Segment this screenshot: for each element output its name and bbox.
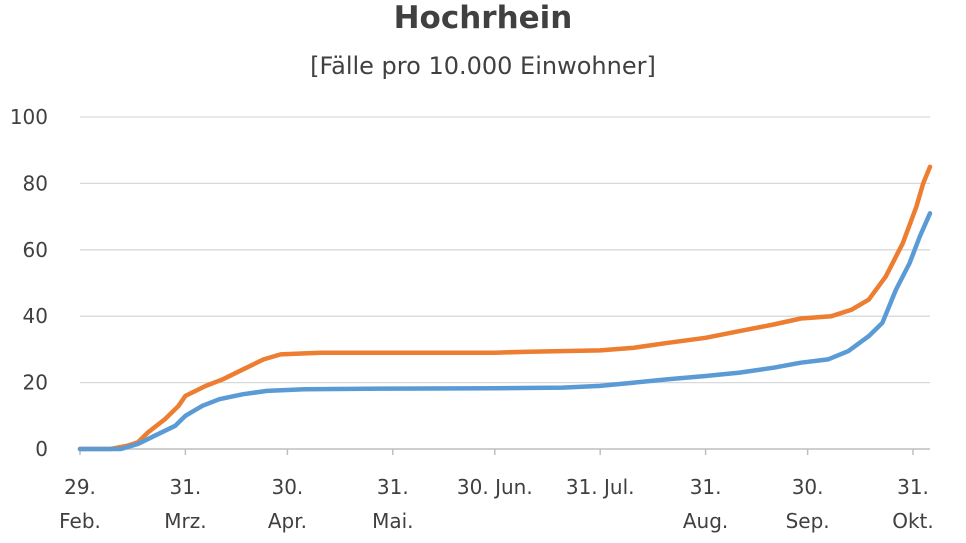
x-tick-label: 29. <box>64 475 96 499</box>
x-tick-label: 31. <box>690 475 722 499</box>
y-tick-label: 100 <box>10 105 48 129</box>
x-tick-label: 30. Jun. <box>457 475 533 499</box>
series-line-2 <box>77 211 933 452</box>
y-tick-label: 0 <box>35 437 48 461</box>
chart-title: Hochrhein <box>393 0 573 36</box>
x-tick-label: Feb. <box>59 509 101 533</box>
x-tick-label: Okt. <box>892 509 934 533</box>
x-tick-label: Mai. <box>372 509 413 533</box>
x-tick-label: Mrz. <box>164 509 206 533</box>
y-tick-label: 60 <box>23 238 48 262</box>
x-tick-label: 31. <box>169 475 201 499</box>
x-tick-label: 31. Jul. <box>566 475 635 499</box>
y-tick-label: 40 <box>23 304 48 328</box>
x-tick-label: 31. <box>377 475 409 499</box>
chart-subtitle: [Fälle pro 10.000 Einwohner] <box>310 52 656 80</box>
y-tick-label: 20 <box>23 371 48 395</box>
y-tick-label: 80 <box>23 171 48 195</box>
series-lines <box>77 164 933 452</box>
x-tick-label: Apr. <box>268 509 307 533</box>
series-line-1 <box>77 164 933 452</box>
x-tick-label: 31. <box>897 475 929 499</box>
x-axis-ticks: 29. Feb. 31. Mrz. 30. Apr. 31. Mai. 30. Jun. 31. … <box>59 449 934 533</box>
x-tick-label: Aug. <box>683 509 728 533</box>
gridlines <box>80 116 930 450</box>
y-axis-ticks: 0 20 40 60 80 100 <box>10 105 48 461</box>
x-tick-label: 30. <box>271 475 303 499</box>
x-tick-label: 30. <box>792 475 824 499</box>
x-tick-label: Sep. <box>786 509 830 533</box>
